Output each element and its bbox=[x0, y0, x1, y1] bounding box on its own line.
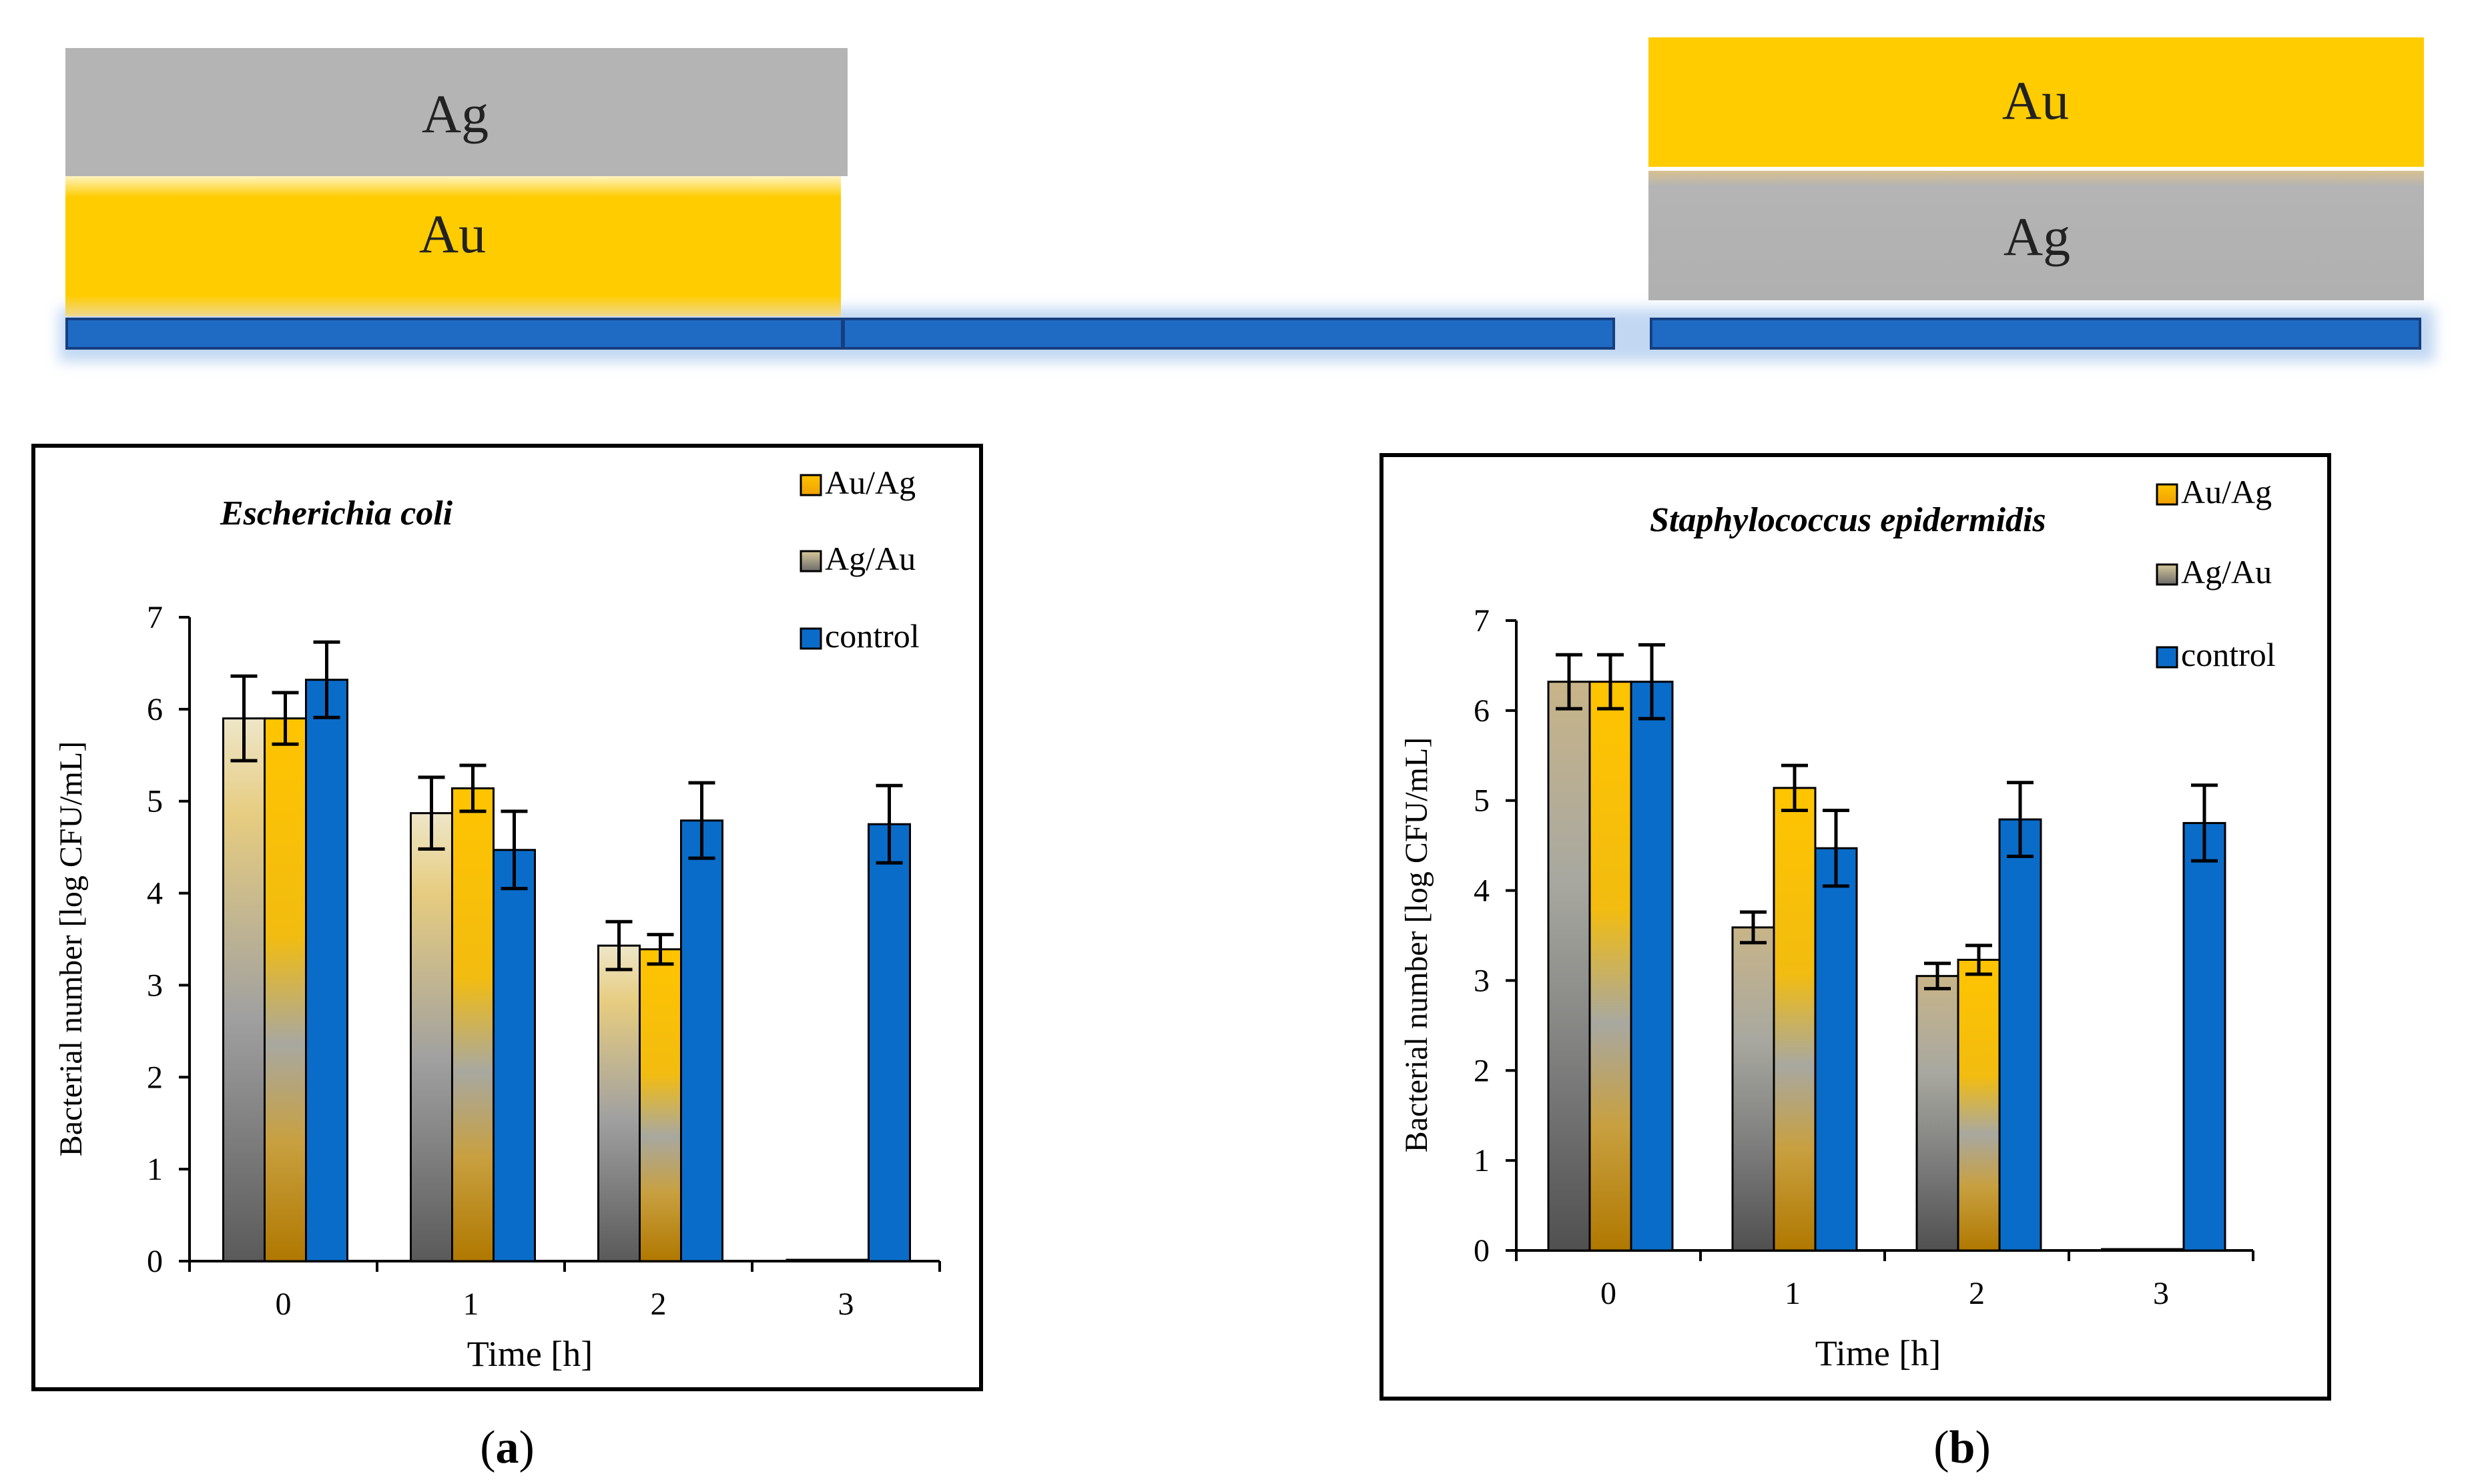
legend-swatch-au-ag bbox=[800, 474, 822, 496]
panel-b-plot: 0 1 2 3 4 5 6 7 0 1 2 3 bbox=[1474, 603, 2254, 1311]
bar-control-t0 bbox=[1630, 681, 1674, 1252]
panel-a: Escherichia coli 0 1 2 3 4 5 6 7 0 1 2 3 Time [h] B… bbox=[31, 444, 983, 1473]
bar-control-t0 bbox=[305, 679, 348, 1262]
panel-a-title: Escherichia coli bbox=[220, 494, 453, 532]
x-tick-label: 2 bbox=[651, 1286, 667, 1322]
y-tick-label: 3 bbox=[147, 968, 163, 1003]
bar-control-t2 bbox=[1998, 818, 2042, 1252]
bar-control-t1 bbox=[1814, 847, 1858, 1252]
legend-label: Au/Ag bbox=[2181, 473, 2272, 510]
bar-auag-t2 bbox=[1957, 958, 2001, 1252]
panel-b-ylabel: Bacterial number [log CFU/mL] bbox=[1399, 737, 1434, 1153]
left-ag-layer bbox=[65, 48, 848, 176]
bar-control-t3 bbox=[2182, 821, 2226, 1252]
panel-a-ylabel: Bacterial number [log CFU/mL] bbox=[53, 741, 89, 1157]
x-tick-label: 1 bbox=[1785, 1276, 1801, 1311]
y-tick-label: 0 bbox=[147, 1244, 163, 1279]
schematic: Ag Au Au Ag bbox=[59, 37, 2435, 362]
legend-swatch-au-ag bbox=[2156, 483, 2178, 506]
bar-agau-t0 bbox=[222, 717, 266, 1262]
y-tick-label: 1 bbox=[1474, 1143, 1490, 1178]
bar-agau-t2 bbox=[597, 944, 641, 1262]
y-tick-label: 5 bbox=[147, 784, 163, 819]
left-stack: Ag Au bbox=[65, 48, 848, 316]
panel-a-frame bbox=[31, 444, 983, 1391]
y-tick-label: 7 bbox=[147, 600, 163, 635]
x-tick-label: 3 bbox=[2153, 1276, 2169, 1311]
substrate-middle bbox=[842, 318, 1615, 350]
bar-agau-t1 bbox=[410, 812, 453, 1262]
panel-b-xlabel: Time [h] bbox=[1815, 1333, 1941, 1373]
x-tick-label: 0 bbox=[1600, 1276, 1616, 1311]
substrate-right bbox=[1650, 318, 2421, 350]
left-au-layer bbox=[65, 176, 841, 316]
bar-control-t1 bbox=[493, 849, 536, 1262]
x-tick-label: 1 bbox=[463, 1286, 479, 1322]
bar-auag-t0 bbox=[264, 717, 307, 1262]
y-tick-label: 2 bbox=[1474, 1053, 1490, 1088]
panel-a-label: a bbox=[496, 1422, 519, 1473]
x-tick-label: 2 bbox=[1969, 1276, 1985, 1311]
legend-label: Ag/Au bbox=[825, 540, 916, 577]
panel-b-legend: Au/Ag Ag/Au control bbox=[2156, 473, 2276, 673]
legend-swatch-control bbox=[2156, 646, 2178, 669]
panel-b-frame bbox=[1379, 453, 2331, 1401]
bar-agau-t0 bbox=[1547, 681, 1591, 1252]
panel-b-caption: (b) bbox=[1933, 1422, 1991, 1473]
right-ag-layer bbox=[1648, 171, 2424, 300]
legend-swatch-ag-au bbox=[2156, 563, 2178, 586]
y-tick-label: 7 bbox=[1474, 603, 1490, 639]
legend-label: Au/Ag bbox=[825, 464, 916, 501]
bar-agau-t2 bbox=[1915, 975, 1959, 1252]
y-tick-label: 5 bbox=[1474, 783, 1490, 819]
right-top-label: Au bbox=[2002, 70, 2069, 131]
left-top-label: Ag bbox=[422, 83, 489, 144]
panel-a-xlabel: Time [h] bbox=[467, 1334, 593, 1374]
y-tick-label: 2 bbox=[147, 1060, 163, 1095]
legend-label: control bbox=[825, 617, 920, 655]
legend-swatch-ag-au bbox=[800, 550, 822, 573]
bar-auag-t2 bbox=[639, 948, 682, 1262]
substrate-left bbox=[65, 318, 844, 350]
y-tick-label: 6 bbox=[1474, 693, 1490, 729]
y-tick-label: 4 bbox=[1474, 873, 1490, 909]
y-tick-label: 1 bbox=[147, 1152, 163, 1187]
bar-control-t3 bbox=[868, 823, 911, 1262]
y-tick-label: 3 bbox=[1474, 963, 1490, 998]
legend-swatch-control bbox=[800, 627, 822, 650]
right-bottom-label: Ag bbox=[2003, 206, 2070, 267]
y-tick-label: 4 bbox=[147, 876, 163, 911]
legend-label: control bbox=[2181, 636, 2276, 673]
panel-a-legend: Au/Ag Ag/Au control bbox=[800, 464, 920, 655]
bar-auag-t0 bbox=[1588, 681, 1632, 1252]
bar-agau-t1 bbox=[1731, 926, 1775, 1252]
right-au-layer bbox=[1648, 37, 2424, 167]
bar-auag-t1 bbox=[1773, 787, 1817, 1252]
left-bottom-label: Au bbox=[419, 204, 486, 264]
bar-control-t2 bbox=[680, 819, 723, 1262]
panel-b-title: Staphylococcus epidermidis bbox=[1650, 501, 2046, 539]
panel-a-plot: 0 1 2 3 4 5 6 7 0 1 2 3 bbox=[147, 600, 941, 1322]
y-tick-label: 6 bbox=[147, 692, 163, 727]
x-tick-label: 0 bbox=[276, 1286, 292, 1322]
right-stack: Au Ag bbox=[1648, 37, 2424, 300]
x-tick-label: 3 bbox=[838, 1286, 854, 1322]
panel-a-caption: (a) bbox=[480, 1422, 535, 1473]
bar-auag-t1 bbox=[451, 787, 495, 1262]
panel-b-label: b bbox=[1949, 1422, 1975, 1473]
legend-label: Ag/Au bbox=[2181, 553, 2272, 591]
y-tick-label: 0 bbox=[1474, 1233, 1490, 1268]
